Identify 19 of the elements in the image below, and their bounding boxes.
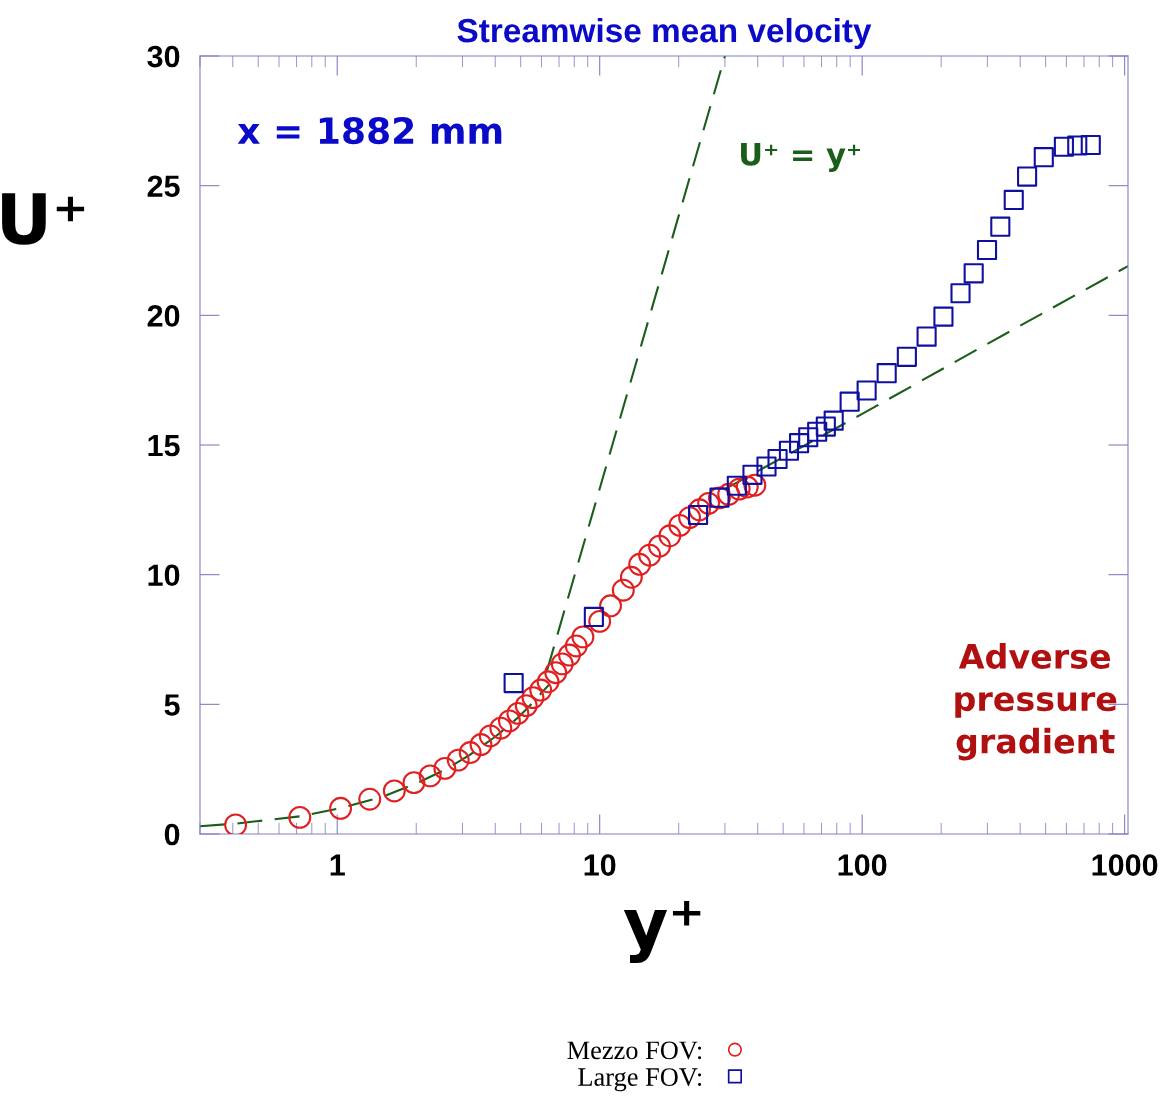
annotation: U⁺ = y⁺ xyxy=(741,143,861,172)
legend-label: Mezzo FOV: xyxy=(567,1041,702,1060)
y-tick-label: 25 xyxy=(147,175,180,198)
y-tick-label: 15 xyxy=(148,435,180,457)
legend-label: Large FOV: xyxy=(578,1068,702,1092)
chart-title: Streamwise mean velocity xyxy=(457,17,872,50)
y-tick-label: 5 xyxy=(164,694,180,716)
x-tick-label: 1000 xyxy=(1092,854,1158,876)
annotation: x = 1882 mm xyxy=(237,116,502,145)
y-tick-label: 20 xyxy=(147,305,180,327)
y-tick-label: 10 xyxy=(148,564,180,587)
x-axis-title: y⁺ xyxy=(623,901,701,964)
y-tick-label: 0 xyxy=(164,823,180,846)
annotation: Adverse pressure gradient xyxy=(955,643,1117,761)
x-tick-label: 1 xyxy=(330,854,345,876)
x-tick-label: 100 xyxy=(838,854,887,876)
x-tick-label: 10 xyxy=(584,854,616,876)
y-tick-label: 30 xyxy=(147,45,180,68)
y-axis-title: U⁺ xyxy=(2,193,85,245)
